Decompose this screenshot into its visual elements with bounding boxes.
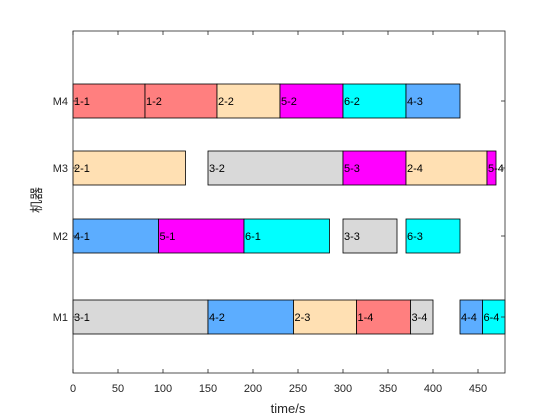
task-bar bbox=[216, 83, 281, 119]
task-label: 5-1 bbox=[160, 231, 176, 243]
task-label: 4-2 bbox=[209, 312, 225, 324]
task-label: 3-2 bbox=[209, 163, 225, 175]
task-label: 2-4 bbox=[407, 163, 423, 175]
task-bar bbox=[405, 218, 461, 254]
x-tick-label: 150 bbox=[199, 383, 217, 395]
x-tick-label: 50 bbox=[112, 383, 124, 395]
y-tick-label: M2 bbox=[53, 231, 68, 243]
task-label: 5-4 bbox=[488, 163, 504, 175]
task-label: 1-4 bbox=[358, 312, 374, 324]
plot-frame bbox=[72, 30, 506, 374]
x-tick-label: 450 bbox=[469, 383, 487, 395]
x-tick-label: 100 bbox=[154, 383, 172, 395]
x-tick-label: 200 bbox=[244, 383, 262, 395]
axes-frame bbox=[72, 30, 506, 374]
task-label: 6-3 bbox=[407, 231, 423, 243]
task-label: 5-3 bbox=[344, 163, 360, 175]
task-label: 3-3 bbox=[344, 231, 360, 243]
task-label: 4-1 bbox=[74, 231, 90, 243]
task-label: 4-4 bbox=[461, 312, 477, 324]
task-bar bbox=[243, 218, 330, 254]
task-label: 3-4 bbox=[412, 312, 428, 324]
task-bar bbox=[144, 83, 218, 119]
task-label: 4-3 bbox=[407, 96, 423, 108]
bars-layer: 3-1 4-2 2-3 1-4 3-4 4-4 6-4 4-1 5-1 6-1 3-3 6-3 2-1 3… bbox=[72, 83, 506, 335]
x-tick-label: 400 bbox=[424, 383, 442, 395]
task-label: 2-1 bbox=[74, 163, 90, 175]
task-bar bbox=[207, 150, 344, 186]
task-bar bbox=[342, 83, 407, 119]
task-bar bbox=[356, 299, 411, 335]
task-bar bbox=[342, 150, 407, 186]
y-axis-title: 机器 bbox=[29, 187, 44, 213]
task-bar bbox=[207, 299, 294, 335]
task-bar bbox=[342, 218, 398, 254]
ticks-layer: 0 50 100 150 200 250 300 350 400 450 M1 M2 M3 M4 bbox=[53, 31, 505, 395]
task-bar bbox=[410, 299, 434, 335]
task-bar bbox=[279, 83, 344, 119]
x-tick-label: 300 bbox=[334, 383, 352, 395]
task-bar bbox=[72, 299, 209, 335]
task-bar bbox=[293, 299, 357, 335]
task-label: 6-1 bbox=[245, 231, 261, 243]
task-bar bbox=[405, 150, 488, 186]
task-bar bbox=[405, 83, 461, 119]
task-bar bbox=[158, 218, 245, 254]
x-tick-label: 0 bbox=[70, 383, 76, 395]
task-label: 6-4 bbox=[484, 312, 500, 324]
task-label: 3-1 bbox=[74, 312, 90, 324]
task-bar bbox=[72, 218, 159, 254]
task-label: 2-3 bbox=[295, 312, 311, 324]
task-label: 1-1 bbox=[74, 96, 90, 108]
task-label: 1-2 bbox=[146, 96, 162, 108]
y-tick-label: M3 bbox=[53, 163, 68, 175]
y-tick-label: M1 bbox=[53, 312, 68, 324]
y-tick-label: M4 bbox=[53, 96, 68, 108]
x-tick-label: 250 bbox=[289, 383, 307, 395]
x-axis-title: time/s bbox=[271, 401, 306, 416]
task-bar bbox=[486, 150, 497, 186]
task-bar bbox=[72, 83, 146, 119]
task-label: 5-2 bbox=[281, 96, 297, 108]
x-tick-label: 350 bbox=[379, 383, 397, 395]
task-label: 2-2 bbox=[218, 96, 234, 108]
task-label: 6-2 bbox=[344, 96, 360, 108]
